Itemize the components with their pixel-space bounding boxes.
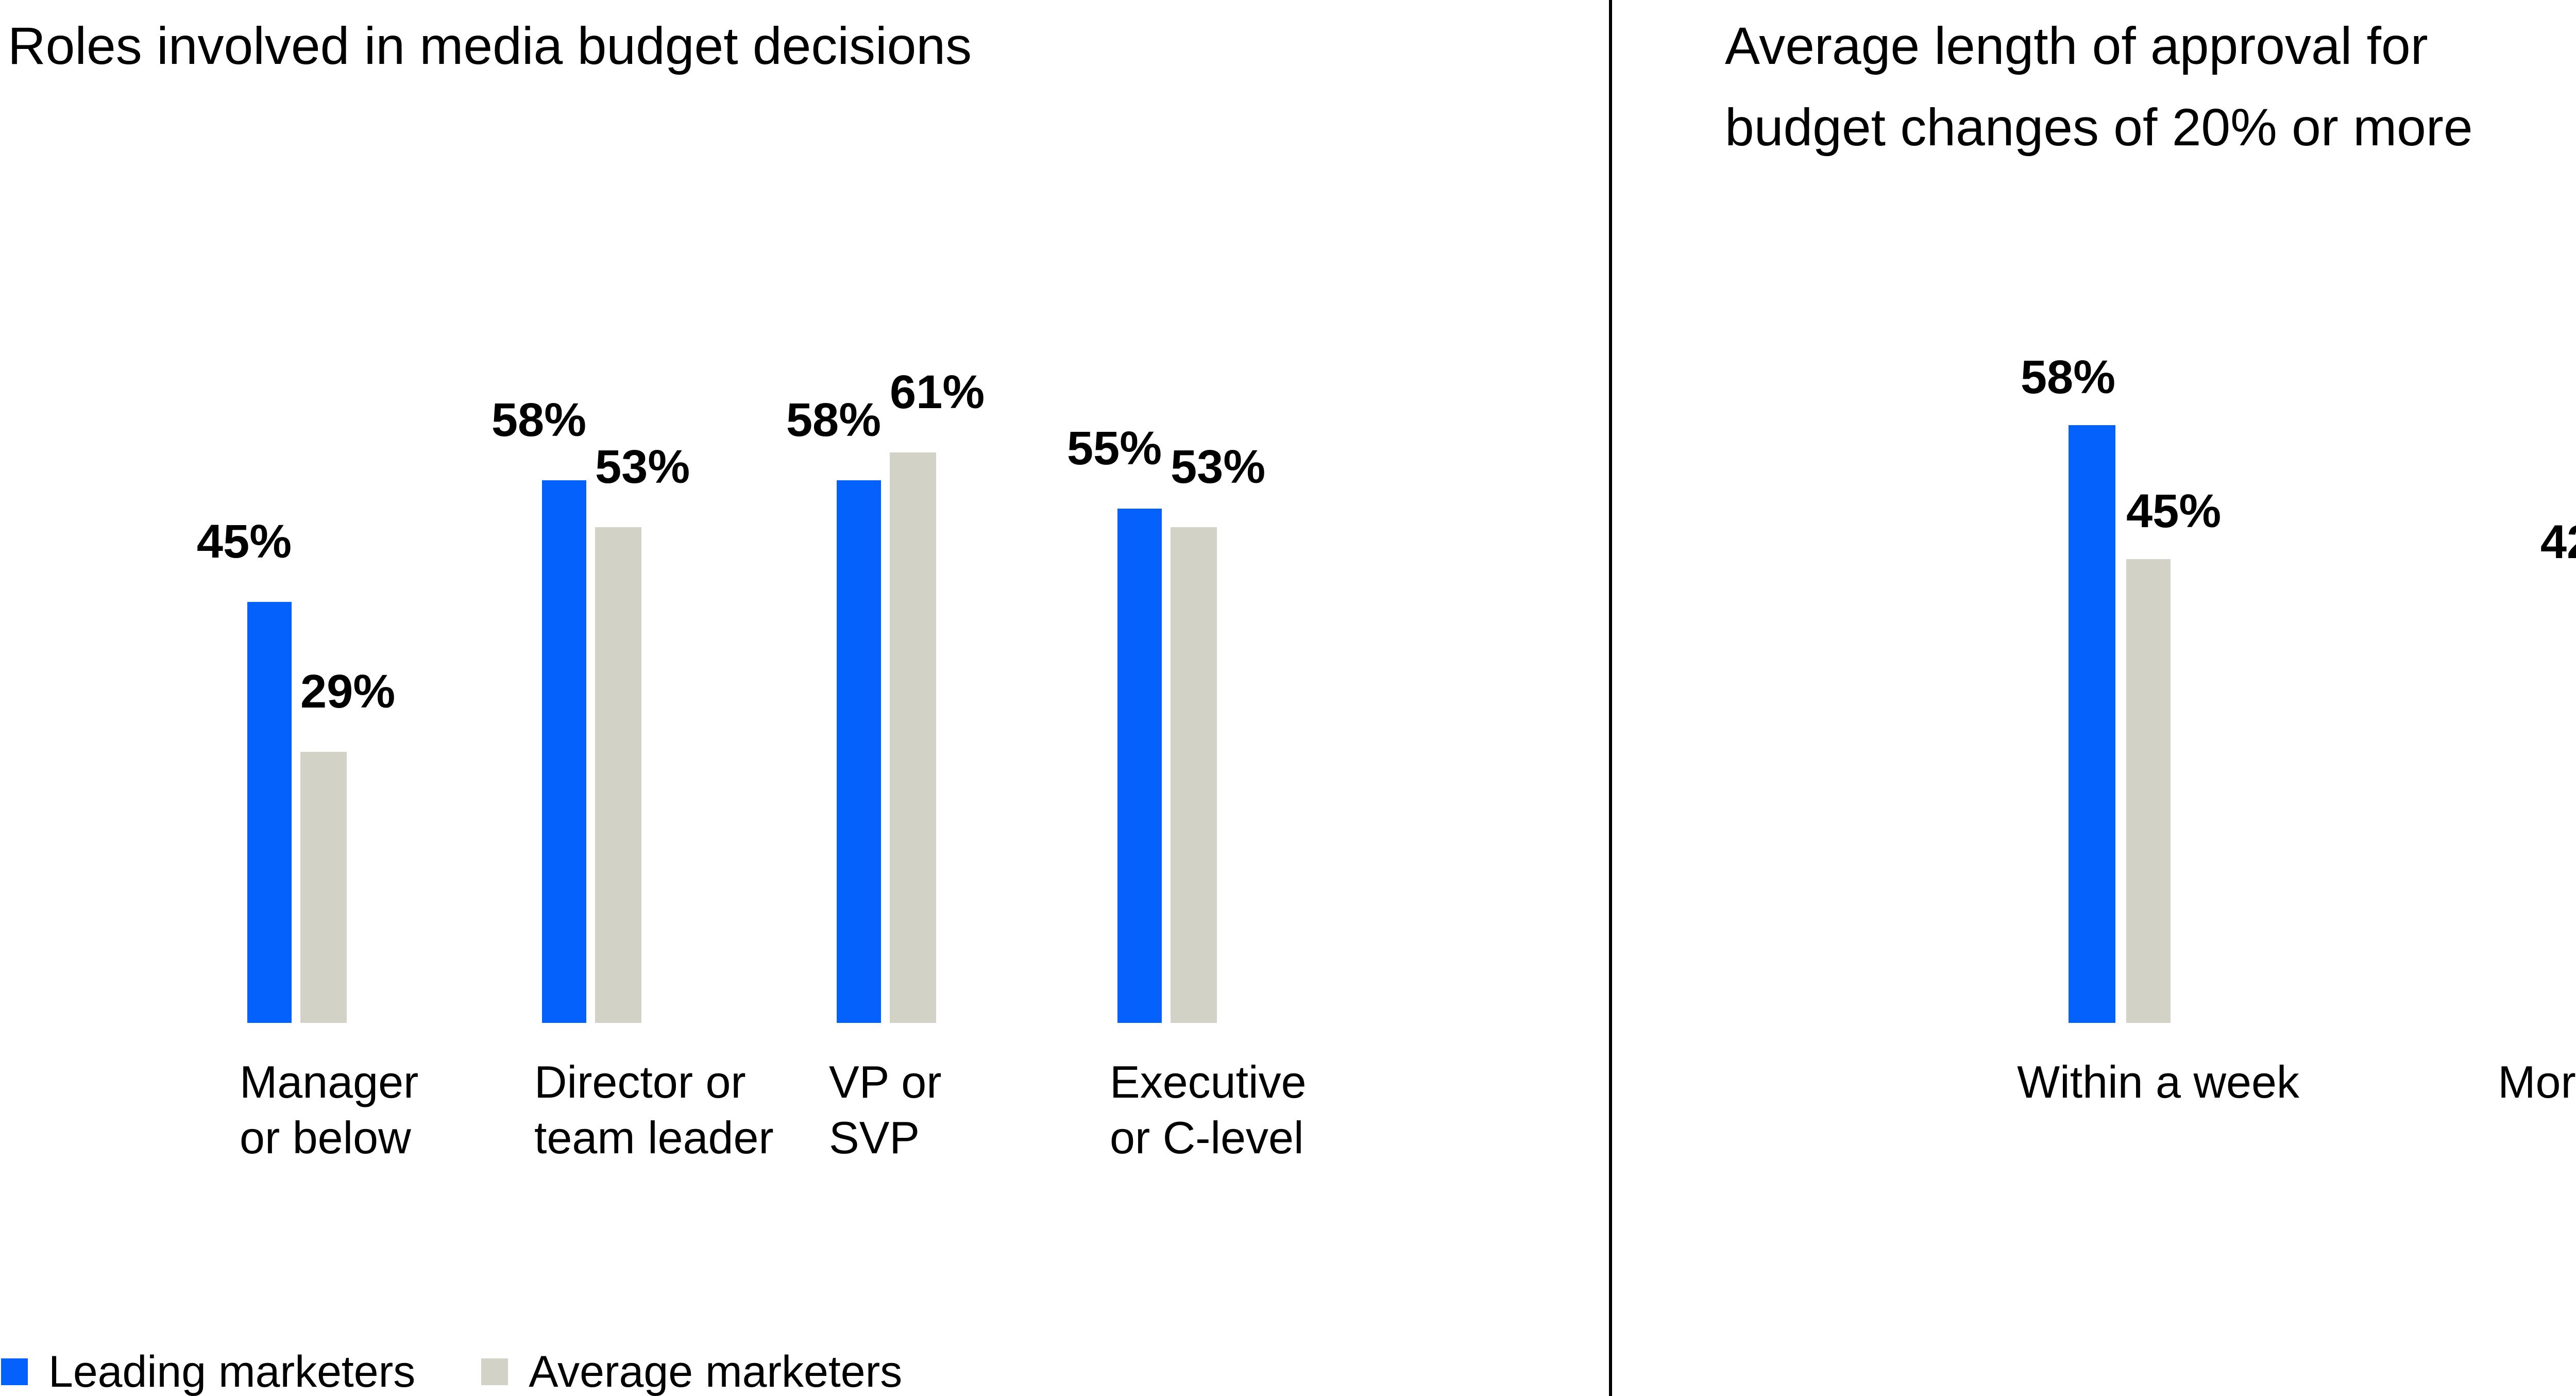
legend: Leading marketers Average marketers — [1, 1348, 902, 1395]
leading-marketers-bar — [247, 602, 292, 1023]
category-label: More than a week — [2498, 1054, 2576, 1110]
bar-value-label: 58% — [491, 394, 586, 446]
category-label: VP or SVP — [829, 1054, 942, 1166]
right-chart-title-line-1: Average length of approval for — [1725, 16, 2428, 75]
average-marketers-bar — [595, 527, 641, 1023]
category-label-line: team leader — [534, 1112, 774, 1163]
bar-value-label: 53% — [1171, 441, 1266, 493]
leading-marketers-bar — [1117, 509, 1162, 1023]
legend-label-average-marketers: Average marketers — [529, 1347, 903, 1396]
bar-value-label: 58% — [786, 394, 881, 446]
leading-marketers-swatch-icon — [1, 1358, 28, 1385]
average-marketers-swatch-icon — [481, 1358, 509, 1385]
average-marketers-bar — [1171, 527, 1217, 1023]
category-label-line: Within a week — [2017, 1056, 2299, 1107]
category-label-line: More than a week — [2498, 1056, 2576, 1107]
category-label: Director or team leader — [534, 1054, 774, 1166]
bar-value-label: 42% — [2540, 516, 2576, 568]
legend-item-average-marketers: Average marketers — [481, 1348, 902, 1395]
right-chart-title-line-2: budget changes of 20% or more — [1725, 98, 2473, 157]
leading-marketers-bar — [542, 480, 586, 1023]
bar-value-label: 53% — [595, 441, 690, 493]
panel-divider — [1609, 0, 1612, 1396]
average-marketers-bar — [300, 752, 347, 1023]
category-label-line: Executive — [1110, 1056, 1307, 1107]
category-label-line: Manager — [240, 1056, 419, 1107]
average-marketers-bar — [890, 452, 936, 1023]
category-label-line: Director or — [534, 1056, 746, 1107]
leading-marketers-bar — [837, 480, 881, 1023]
left-chart-title: Roles involved in media budget decisions — [8, 16, 972, 75]
average-marketers-bar — [2126, 559, 2171, 1023]
category-label: Within a week — [2017, 1054, 2299, 1110]
leading-marketers-bar — [2069, 425, 2115, 1023]
category-label: Executive or C-level — [1110, 1054, 1307, 1166]
category-label-line: SVP — [829, 1112, 920, 1163]
category-label: Manager or below — [240, 1054, 418, 1166]
legend-label-leading-marketers: Leading marketers — [48, 1347, 416, 1396]
category-label-line: or below — [240, 1112, 411, 1163]
legend-item-leading-marketers: Leading marketers — [1, 1348, 415, 1395]
bar-value-label: 55% — [1066, 422, 1162, 475]
bar-value-label: 45% — [2126, 485, 2222, 537]
right-chart-title: Average length of approval for budget ch… — [1725, 5, 2473, 168]
bar-value-label: 61% — [890, 366, 985, 418]
category-label-line: or C-level — [1110, 1112, 1304, 1163]
category-label-line: VP or — [829, 1056, 942, 1107]
bar-value-label: 58% — [2020, 351, 2115, 403]
bar-value-label: 45% — [196, 515, 292, 568]
bar-value-label: 29% — [300, 665, 396, 718]
